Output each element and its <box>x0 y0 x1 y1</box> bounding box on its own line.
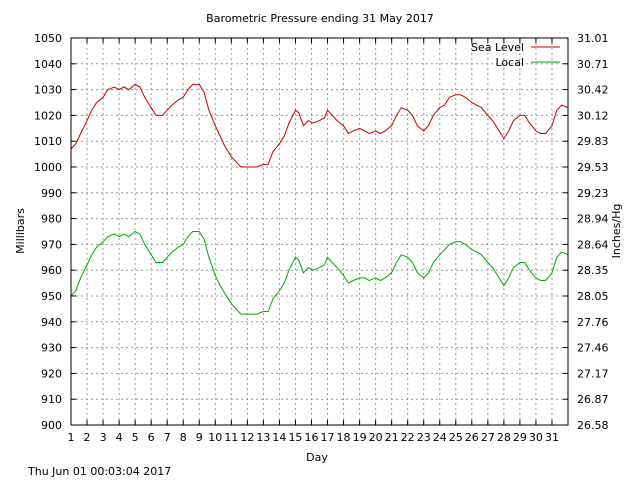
y2-tick-label: 27.46 <box>577 342 609 355</box>
y2-axis-label: Inches/Hg <box>610 204 623 259</box>
y2-tick-label: 27.17 <box>577 367 609 380</box>
y2-tick-label: 26.87 <box>577 393 609 406</box>
series-line-sea-level <box>70 83 569 168</box>
x-tick-label: 26 <box>465 431 479 444</box>
y-tick-label: 910 <box>41 393 62 406</box>
x-tick-label: 29 <box>513 431 527 444</box>
x-tick-label: 1 <box>68 431 75 444</box>
series-line-local <box>70 230 569 315</box>
x-tick-label: 10 <box>208 431 222 444</box>
y2-tick-label: 28.94 <box>577 213 609 226</box>
x-tick-label: 20 <box>369 431 383 444</box>
plot-frame <box>70 37 569 426</box>
x-tick-label: 18 <box>337 431 351 444</box>
y2-tick-label: 28.64 <box>577 238 609 251</box>
x-tick-label: 19 <box>353 431 367 444</box>
y-tick-label: 900 <box>41 419 62 432</box>
y2-tick-label: 26.58 <box>577 419 609 432</box>
y2-tick-label: 30.71 <box>577 58 609 71</box>
y-tick-label: 950 <box>41 290 62 303</box>
y2-tick-label: 28.35 <box>577 264 609 277</box>
y2-tick-label: 29.83 <box>577 135 609 148</box>
x-tick-label: 6 <box>148 431 155 444</box>
x-tick-labels: 1 2 3 4 5 6 7 8 9 10 11 12 13 14 15 16 17 18 19 20 21 22 23 24 2… <box>68 431 559 444</box>
x-tick-label: 22 <box>401 431 415 444</box>
x-tick-label: 9 <box>196 431 203 444</box>
legend-label-local: Local <box>495 56 524 69</box>
y-tick-label: 990 <box>41 187 62 200</box>
y-tick-label: 1020 <box>34 109 62 122</box>
x-tick-label: 31 <box>545 431 559 444</box>
x-tick-label: 4 <box>116 431 123 444</box>
x-tick-label: 13 <box>256 431 270 444</box>
x-tick-label: 27 <box>481 431 495 444</box>
y2-tick-label: 31.01 <box>577 32 609 45</box>
y2-tick-label: 29.53 <box>577 161 609 174</box>
y-tick-label: 920 <box>41 367 62 380</box>
y-tick-label: 930 <box>41 342 62 355</box>
timestamp-footer: Thu Jun 01 00:03:04 2017 <box>27 465 171 478</box>
x-tick-label: 25 <box>449 431 463 444</box>
y2-tick-label: 30.12 <box>577 109 609 122</box>
x-tick-label: 7 <box>164 431 171 444</box>
x-tick-label: 3 <box>100 431 107 444</box>
y-tick-label: 970 <box>41 238 62 251</box>
y-tick-label: 980 <box>41 213 62 226</box>
y-tick-label: 940 <box>41 316 62 329</box>
y-tick-label: 960 <box>41 264 62 277</box>
x-tick-label: 21 <box>385 431 399 444</box>
chart-legend: Sea Level Local <box>471 41 560 69</box>
y-tick-label: 1030 <box>34 84 62 97</box>
chart-title: Barometric Pressure ending 31 May 2017 <box>206 12 434 25</box>
x-tick-label: 5 <box>132 431 139 444</box>
x-tick-label: 17 <box>321 431 335 444</box>
y-tick-label: 1040 <box>34 58 62 71</box>
legend-label-sea-level: Sea Level <box>471 41 524 54</box>
y2-tick-label: 29.23 <box>577 187 609 200</box>
x-tick-label: 30 <box>529 431 543 444</box>
x-tick-label: 12 <box>240 431 254 444</box>
x-tick-label: 23 <box>417 431 431 444</box>
x-tick-label: 16 <box>304 431 318 444</box>
x-tick-label: 2 <box>84 431 91 444</box>
y-tick-label: 1000 <box>34 161 62 174</box>
y-tick-labels: 900 910 920 930 940 950 960 970 980 990 1000 1010 10… <box>34 32 62 432</box>
y2-tick-label: 30.42 <box>577 84 609 97</box>
y-tick-label: 1010 <box>34 135 62 148</box>
x-axis-label: Day <box>306 451 328 464</box>
x-tick-label: 8 <box>180 431 187 444</box>
y2-tick-label: 28.05 <box>577 290 609 303</box>
x-tick-label: 15 <box>288 431 302 444</box>
y2-tick-label: 27.76 <box>577 316 609 329</box>
y2-tick-labels: 26.58 26.87 27.17 27.46 27.76 28.05 28.35 28.64… <box>577 32 609 432</box>
y-axis-label: Millibars <box>14 208 27 254</box>
x-tick-label: 11 <box>224 431 238 444</box>
x-tick-label: 28 <box>497 431 511 444</box>
x-tick-label: 14 <box>272 431 286 444</box>
chart-series <box>70 83 569 315</box>
x-tick-label: 24 <box>433 431 447 444</box>
y-tick-label: 1050 <box>34 32 62 45</box>
chart-ticks <box>70 37 568 426</box>
